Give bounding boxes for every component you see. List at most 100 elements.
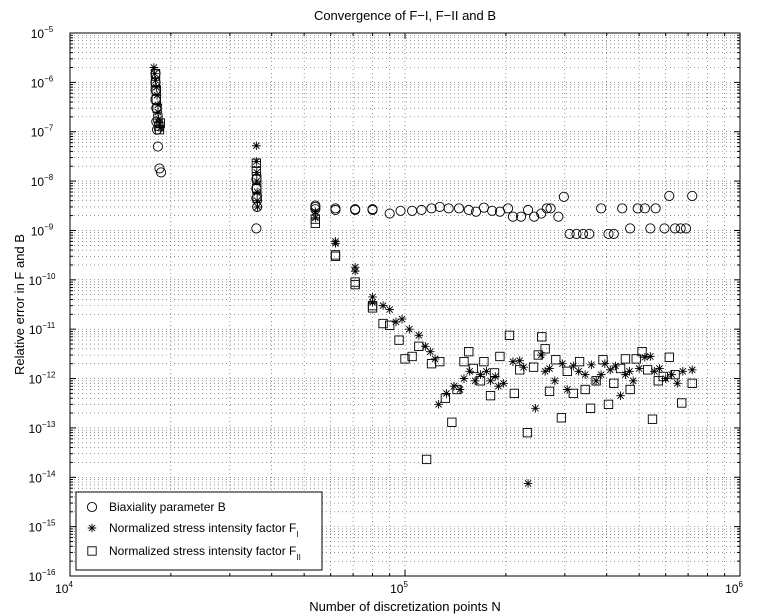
data-point-asterisk bbox=[605, 365, 615, 375]
data-point-asterisk bbox=[611, 361, 620, 371]
data-point-asterisk bbox=[494, 381, 503, 391]
data-point-square bbox=[489, 368, 500, 378]
data-point-asterisk bbox=[574, 367, 584, 376]
data-point-circle bbox=[251, 223, 262, 234]
data-point-square bbox=[609, 378, 619, 388]
data-point-circle bbox=[625, 223, 636, 234]
data-point-asterisk bbox=[252, 141, 261, 151]
data-points bbox=[149, 63, 698, 488]
data-point-circle bbox=[536, 208, 547, 219]
data-point-square bbox=[528, 362, 539, 372]
data-point-asterisk bbox=[580, 370, 590, 379]
data-point-asterisk bbox=[678, 367, 688, 376]
data-point-square bbox=[615, 363, 626, 374]
y-tick-label: 10−14 bbox=[29, 469, 56, 485]
data-point-square bbox=[598, 355, 608, 365]
legend-label: Normalized stress intensity factor FII bbox=[109, 544, 301, 562]
data-point-asterisk bbox=[331, 237, 340, 246]
data-point-asterisk bbox=[368, 292, 377, 302]
data-point-asterisk bbox=[655, 364, 664, 373]
data-point-square bbox=[509, 388, 519, 399]
data-point-asterisk bbox=[252, 157, 261, 166]
series-square bbox=[150, 69, 697, 465]
data-point-circle bbox=[541, 203, 552, 214]
data-point-square bbox=[394, 335, 404, 345]
data-point-square bbox=[479, 356, 489, 367]
data-point-asterisk bbox=[150, 69, 160, 78]
data-point-square bbox=[350, 279, 360, 290]
legend: Biaxiality parameter B Normalized stress … bbox=[75, 491, 323, 571]
data-point-square bbox=[580, 384, 590, 395]
data-point-circle bbox=[639, 203, 650, 214]
data-point-asterisk bbox=[628, 376, 638, 386]
data-point-asterisk bbox=[667, 370, 676, 379]
grid bbox=[70, 33, 740, 576]
data-point-asterisk bbox=[311, 213, 320, 223]
y-tick-label: 10−10 bbox=[29, 272, 56, 288]
y-tick-label: 10−6 bbox=[31, 74, 54, 90]
data-point-asterisk bbox=[470, 376, 480, 386]
data-point-circle bbox=[463, 204, 474, 216]
data-point-square bbox=[155, 118, 165, 128]
data-point-square bbox=[475, 376, 486, 386]
data-point-asterisk bbox=[397, 314, 407, 324]
data-point-square bbox=[414, 341, 424, 351]
data-point-circle bbox=[545, 203, 556, 214]
data-point-asterisk bbox=[465, 367, 474, 376]
data-point-circle bbox=[659, 223, 670, 234]
data-point-asterisk bbox=[252, 196, 262, 206]
y-tick-label: 10−12 bbox=[29, 371, 56, 387]
data-point-asterisk bbox=[449, 381, 459, 391]
data-point-asterisk bbox=[153, 100, 163, 110]
data-point-circle bbox=[608, 228, 619, 239]
data-point-square bbox=[647, 414, 658, 424]
data-point-circle bbox=[632, 203, 643, 214]
data-point-asterisk bbox=[687, 365, 697, 375]
data-point-square bbox=[440, 393, 451, 403]
data-point-square bbox=[670, 369, 680, 380]
data-point-asterisk bbox=[430, 354, 440, 364]
data-point-circle bbox=[515, 211, 527, 222]
data-point-square bbox=[452, 384, 462, 395]
data-point-circle bbox=[471, 206, 482, 217]
data-point-asterisk bbox=[562, 385, 572, 394]
data-point-circle bbox=[571, 228, 582, 239]
data-point-asterisk bbox=[149, 63, 159, 72]
data-point-asterisk bbox=[508, 357, 518, 366]
data-point-square bbox=[378, 318, 388, 329]
data-point-circle bbox=[426, 203, 437, 214]
data-point-square bbox=[664, 352, 674, 362]
data-point-square bbox=[637, 347, 647, 357]
data-point-square bbox=[533, 350, 543, 360]
data-point-square bbox=[585, 403, 596, 413]
legend-marker-asterisk bbox=[87, 523, 97, 533]
series-circle bbox=[150, 68, 698, 239]
data-point-square bbox=[677, 398, 687, 408]
data-point-circle bbox=[350, 204, 361, 216]
data-point-circle bbox=[487, 205, 498, 216]
data-point-square bbox=[568, 388, 578, 399]
data-point-square bbox=[447, 417, 457, 427]
data-point-circle bbox=[384, 208, 395, 219]
data-point-square bbox=[537, 332, 547, 342]
axis-ticks bbox=[69, 33, 740, 577]
data-point-square bbox=[407, 351, 417, 362]
data-point-square bbox=[468, 363, 479, 374]
data-point-square bbox=[620, 354, 631, 364]
data-point-square bbox=[556, 413, 567, 423]
data-point-asterisk bbox=[350, 266, 360, 276]
data-point-asterisk bbox=[646, 352, 655, 361]
data-point-circle bbox=[558, 191, 569, 202]
data-point-square bbox=[485, 391, 496, 401]
data-point-asterisk bbox=[414, 331, 424, 340]
y-tick-label: 10−7 bbox=[31, 124, 54, 140]
data-point-square bbox=[252, 193, 262, 203]
data-point-asterisk bbox=[252, 176, 262, 186]
data-point-asterisk bbox=[152, 82, 161, 92]
data-point-square bbox=[631, 354, 641, 364]
data-point-asterisk bbox=[476, 370, 485, 379]
y-tick-label: 10−15 bbox=[29, 519, 56, 535]
data-point-asterisk bbox=[625, 367, 634, 376]
data-point-asterisk bbox=[591, 376, 601, 386]
data-point-square bbox=[435, 356, 445, 367]
